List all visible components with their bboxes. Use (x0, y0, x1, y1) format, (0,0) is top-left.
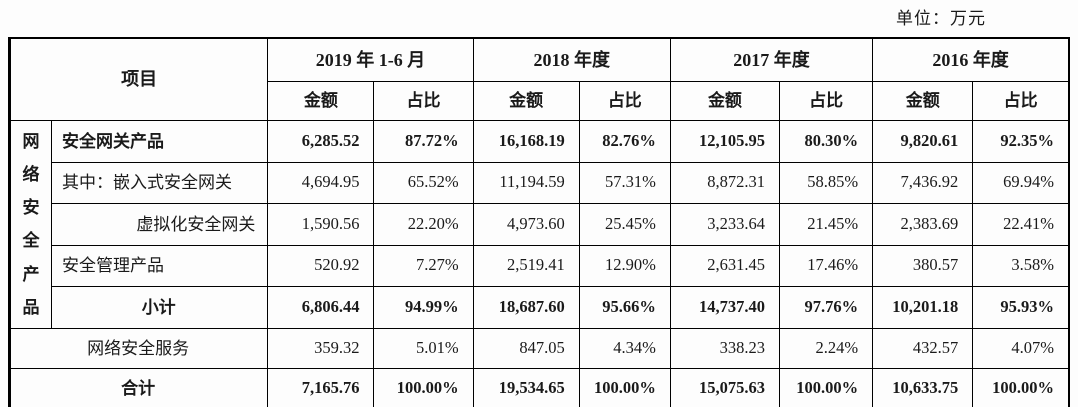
value-cell: 12.90% (578, 244, 671, 288)
value-cell: 359.32 (267, 327, 375, 369)
value-cell: 2,631.45 (669, 244, 781, 288)
value-cell: 25.45% (578, 203, 671, 246)
value-cell: 6,285.52 (267, 120, 375, 163)
row-label: 小计 (51, 286, 269, 329)
value-cell: 19,534.65 (472, 367, 580, 407)
row-group-label-text: 网络安全产品 (22, 132, 40, 317)
value-cell: 80.30% (779, 120, 874, 163)
table-row: 虚拟化安全网关 1,590.56 22.20% 4,973.60 25.45% 3,233… (10, 203, 1070, 246)
value-cell: 58.85% (779, 161, 874, 205)
value-cell: 21.45% (779, 203, 874, 246)
header-amount-2017: 金额 (669, 81, 781, 121)
header-ratio-2019h1: 占比 (373, 81, 474, 121)
table-row: 网络安全服务 359.32 5.01% 847.05 4.34% 338.23 2.24% 4… (8, 327, 1070, 369)
value-cell: 17.46% (779, 244, 874, 288)
table-row: 小计 6,806.44 94.99% 18,687.60 95.66% 14,737.40… (10, 286, 1070, 329)
table-row: 安全管理产品 520.92 7.27% 2,519.41 12.90% 2,631.45 1… (10, 244, 1070, 288)
row-label: 其中：嵌入式安全网关 (51, 161, 269, 205)
value-cell: 97.76% (779, 286, 874, 329)
header-ratio-2018: 占比 (578, 81, 671, 121)
value-cell: 10,201.18 (872, 286, 974, 329)
value-cell: 100.00% (779, 367, 874, 407)
value-cell: 520.92 (267, 244, 375, 288)
value-cell: 7,436.92 (872, 161, 974, 205)
value-cell: 380.57 (872, 244, 974, 288)
revenue-breakdown-table: 项目 2019 年 1-6 月 2018 年度 2017 年度 2016 年度 … (8, 37, 1070, 407)
table-row: 其中：嵌入式安全网关 4,694.95 65.52% 11,194.59 57.31% 8… (10, 161, 1070, 205)
row-label: 虚拟化安全网关 (51, 203, 269, 246)
header-period-2017: 2017 年度 (669, 37, 874, 82)
value-cell: 847.05 (472, 327, 580, 369)
value-cell: 18,687.60 (472, 286, 580, 329)
header-amount-2016: 金额 (872, 81, 974, 121)
header-ratio-2017: 占比 (779, 81, 874, 121)
value-cell: 95.93% (972, 286, 1070, 329)
value-cell: 95.66% (578, 286, 671, 329)
value-cell: 57.31% (578, 161, 671, 205)
value-cell: 4.07% (972, 327, 1070, 369)
value-cell: 22.20% (373, 203, 474, 246)
value-cell: 10,633.75 (872, 367, 974, 407)
row-label: 安全管理产品 (51, 244, 269, 288)
value-cell: 16,168.19 (472, 120, 580, 163)
value-cell: 14,737.40 (669, 286, 781, 329)
table-row: 合计 7,165.76 100.00% 19,534.65 100.00% 15,075.… (8, 367, 1070, 407)
header-period-2019h1: 2019 年 1-6 月 (267, 37, 474, 82)
value-cell: 9,820.61 (872, 120, 974, 163)
row-label: 网络安全服务 (8, 327, 269, 369)
header-ratio-2016: 占比 (972, 81, 1070, 121)
value-cell: 1,590.56 (267, 203, 375, 246)
header-period-row: 项目 2019 年 1-6 月 2018 年度 2017 年度 2016 年度 (8, 37, 1070, 121)
table-row: 网络安全产品 安全网关产品 6,285.52 87.72% 16,168.19 82.76… (8, 120, 1070, 329)
value-cell: 8,872.31 (669, 161, 781, 205)
value-cell: 100.00% (578, 367, 671, 407)
value-cell: 11,194.59 (472, 161, 580, 205)
value-cell: 7,165.76 (267, 367, 375, 407)
value-cell: 92.35% (972, 120, 1070, 163)
value-cell: 6,806.44 (267, 286, 375, 329)
value-cell: 12,105.95 (669, 120, 781, 163)
value-cell: 82.76% (578, 120, 671, 163)
value-cell: 432.57 (872, 327, 974, 369)
header-period-2018: 2018 年度 (472, 37, 671, 82)
value-cell: 15,075.63 (669, 367, 781, 407)
value-cell: 22.41% (972, 203, 1070, 246)
value-cell: 87.72% (373, 120, 474, 163)
value-cell: 7.27% (373, 244, 474, 288)
value-cell: 338.23 (669, 327, 781, 369)
value-cell: 65.52% (373, 161, 474, 205)
value-cell: 2,519.41 (472, 244, 580, 288)
header-item: 项目 (8, 37, 269, 121)
row-group-label: 网络安全产品 (8, 120, 53, 329)
value-cell: 2,383.69 (872, 203, 974, 246)
value-cell: 100.00% (972, 367, 1070, 407)
value-cell: 2.24% (779, 327, 874, 369)
value-cell: 3.58% (972, 244, 1070, 288)
row-label: 安全网关产品 (51, 120, 269, 163)
header-amount-2018: 金额 (472, 81, 580, 121)
value-cell: 4,973.60 (472, 203, 580, 246)
value-cell: 3,233.64 (669, 203, 781, 246)
value-cell: 100.00% (373, 367, 474, 407)
value-cell: 94.99% (373, 286, 474, 329)
header-amount-2019h1: 金额 (267, 81, 375, 121)
row-label: 合计 (8, 367, 269, 407)
header-period-2016: 2016 年度 (872, 37, 1070, 82)
header-sub-row: 金额 占比 金额 占比 金额 占比 金额 占比 (10, 81, 1070, 121)
value-cell: 69.94% (972, 161, 1070, 205)
value-cell: 5.01% (373, 327, 474, 369)
unit-label: 单位：万元 (896, 9, 986, 28)
table-body: 网络安全产品 安全网关产品 6,285.52 87.72% 16,168.19 82.76… (8, 120, 1070, 407)
value-cell: 4,694.95 (267, 161, 375, 205)
value-cell: 4.34% (578, 327, 671, 369)
